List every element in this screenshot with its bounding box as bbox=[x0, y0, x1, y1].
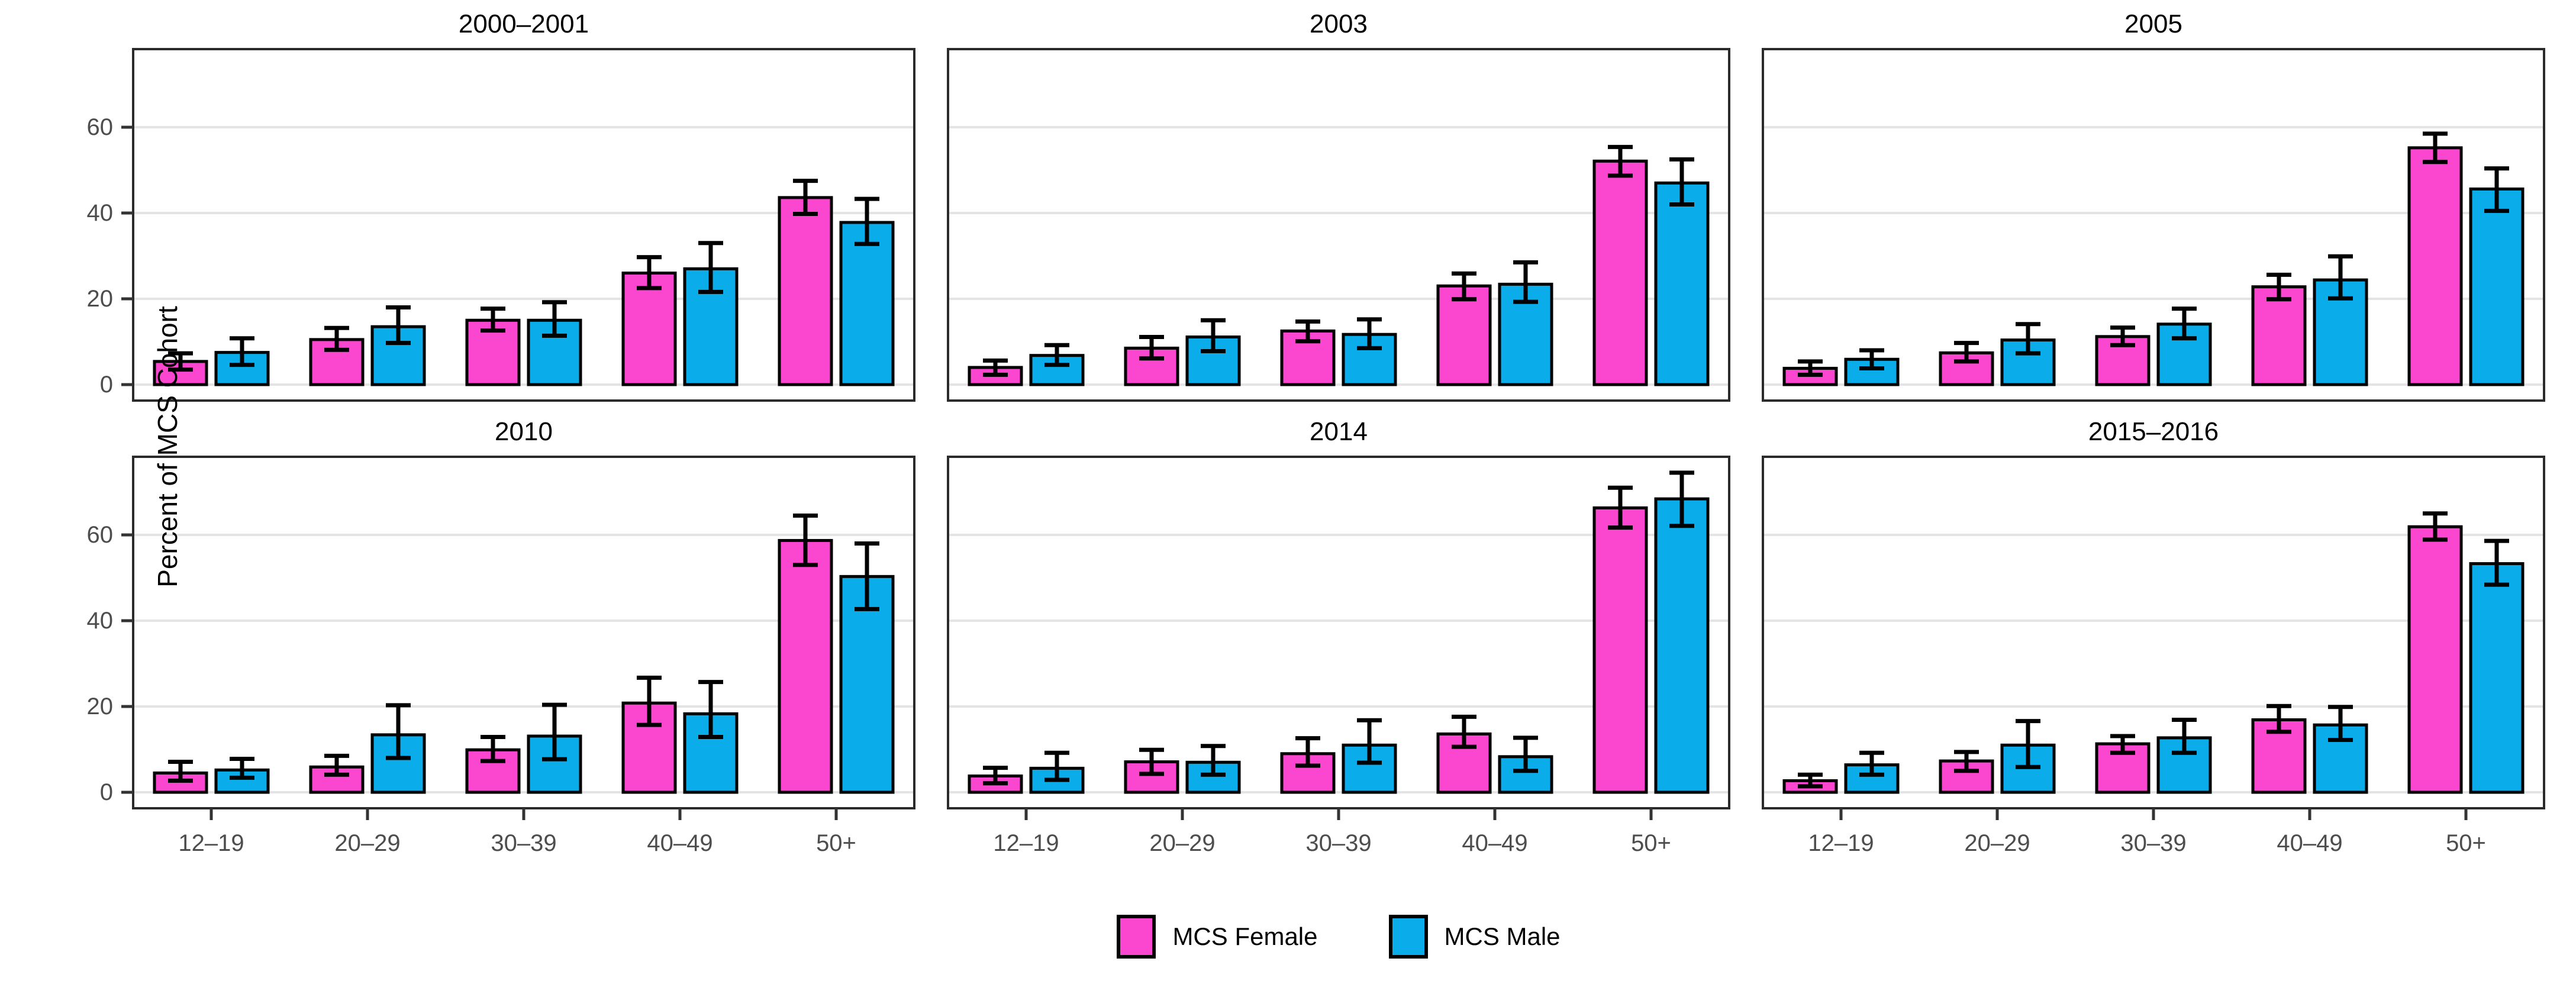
facet-title: 2003 bbox=[1310, 9, 1368, 38]
bar bbox=[1844, 763, 1900, 794]
bar bbox=[621, 272, 677, 386]
y-tick-label: 20 bbox=[87, 286, 114, 312]
bar bbox=[839, 221, 895, 386]
x-tick-label: 30–39 bbox=[491, 830, 556, 856]
y-tick-label: 60 bbox=[87, 114, 114, 140]
legend-label-female: MCS Female bbox=[1172, 922, 1318, 950]
bar bbox=[968, 366, 1023, 386]
bar bbox=[1654, 181, 1710, 386]
y-tick-label: 60 bbox=[87, 522, 114, 548]
legend-entry-female: MCS Female bbox=[1117, 915, 1318, 959]
legend: MCS Female MCS Male bbox=[133, 904, 2544, 969]
bar bbox=[2407, 525, 2463, 794]
bar bbox=[2469, 187, 2525, 386]
bar bbox=[1592, 159, 1648, 386]
legend-label-male: MCS Male bbox=[1444, 922, 1561, 950]
x-tick-label: 50+ bbox=[2446, 830, 2486, 856]
x-tick-label: 12–19 bbox=[1808, 830, 1874, 856]
panel-border bbox=[947, 48, 1730, 402]
bar bbox=[1029, 354, 1085, 386]
facet-title: 2015–2016 bbox=[2088, 417, 2219, 446]
facet-title: 2014 bbox=[1310, 417, 1368, 446]
y-axis-title-container: Percent of MCS Cohort bbox=[0, 0, 183, 862]
y-tick-label: 40 bbox=[87, 200, 114, 226]
x-tick-label: 40–49 bbox=[647, 830, 712, 856]
y-tick-label: 20 bbox=[87, 693, 114, 720]
bar bbox=[778, 538, 833, 794]
facet-title: 2000–2001 bbox=[459, 9, 589, 38]
female-swatch bbox=[1117, 915, 1156, 959]
panel-border bbox=[1762, 48, 2545, 402]
bar bbox=[778, 196, 833, 386]
bar bbox=[2469, 562, 2525, 794]
y-tick-label: 0 bbox=[100, 779, 113, 805]
legend-entry-male: MCS Male bbox=[1388, 915, 1561, 959]
bar bbox=[1436, 284, 1492, 386]
y-tick-label: 0 bbox=[100, 372, 113, 398]
bar bbox=[2407, 146, 2463, 386]
y-axis-title: Percent of MCS Cohort bbox=[151, 306, 183, 588]
x-tick-label: 50+ bbox=[816, 830, 856, 856]
x-tick-label: 30–39 bbox=[1305, 830, 1371, 856]
x-tick-label: 30–39 bbox=[2120, 830, 2186, 856]
y-tick-label: 40 bbox=[87, 608, 114, 634]
x-tick-label: 40–49 bbox=[1462, 830, 1527, 856]
bar bbox=[1498, 755, 1553, 794]
bar bbox=[1592, 506, 1648, 794]
x-tick-label: 20–29 bbox=[1149, 830, 1215, 856]
x-tick-label: 12–19 bbox=[178, 830, 244, 856]
x-tick-label: 20–29 bbox=[334, 830, 400, 856]
facet-title: 2010 bbox=[495, 417, 553, 446]
x-tick-label: 50+ bbox=[1631, 830, 1671, 856]
bar bbox=[1124, 346, 1179, 386]
bar bbox=[839, 575, 895, 794]
panel-border bbox=[132, 48, 915, 402]
x-tick-label: 20–29 bbox=[1964, 830, 2030, 856]
male-swatch bbox=[1388, 915, 1428, 959]
x-tick-label: 40–49 bbox=[2277, 830, 2342, 856]
x-tick-label: 12–19 bbox=[993, 830, 1059, 856]
bar bbox=[2251, 285, 2307, 386]
bar bbox=[1654, 497, 1710, 794]
facet-title: 2005 bbox=[2124, 9, 2182, 38]
